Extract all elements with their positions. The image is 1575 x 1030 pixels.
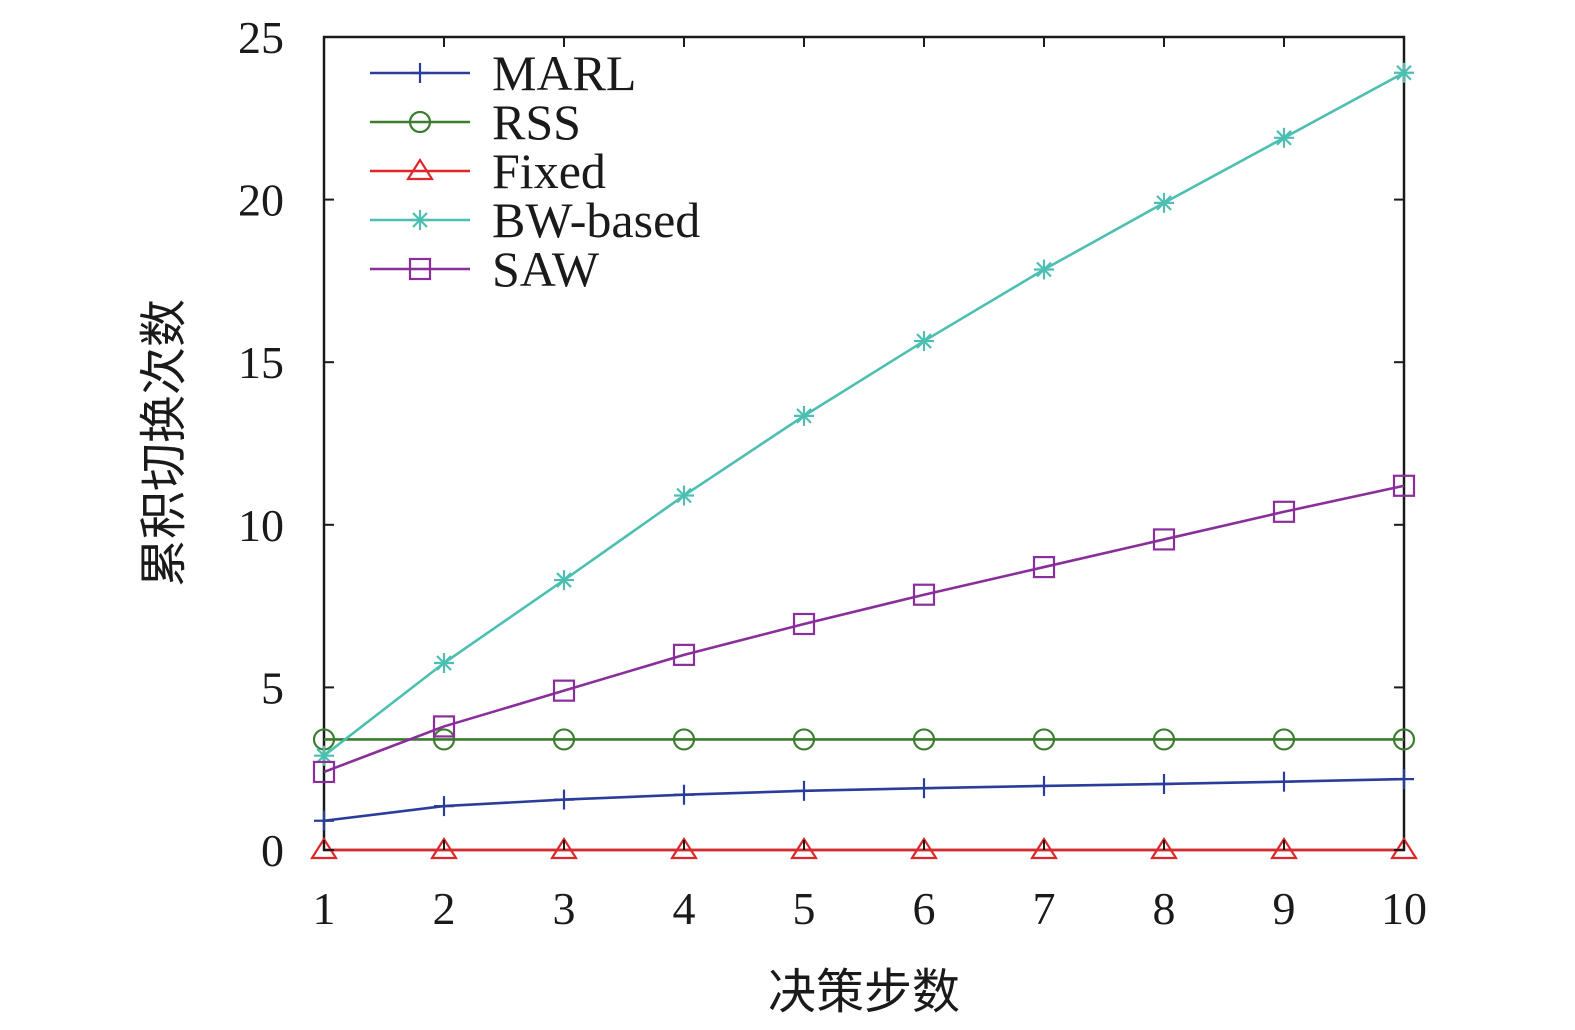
data-point-fixed (790, 836, 818, 860)
data-point-marl (1274, 771, 1294, 792)
legend-item-fixed: Fixed (370, 143, 606, 199)
data-point-marl (674, 784, 694, 805)
data-point-rss (912, 728, 936, 751)
data-point-rss (1272, 728, 1296, 751)
data-point-saw (672, 643, 696, 666)
data-point-rss (552, 728, 576, 751)
data-point-marl (794, 780, 814, 801)
data-point-saw (552, 679, 576, 702)
ticks-layer: 1 2 3 4 5 6 7 8 9 10 0 5 10 15 20 25 (238, 12, 1427, 934)
x-tick-label: 1 (313, 883, 336, 934)
data-point-bw-based (1274, 127, 1294, 148)
x-tick-label: 8 (1153, 883, 1176, 934)
x-tick-label: 2 (433, 883, 456, 934)
data-point-saw (1392, 474, 1416, 497)
legend-label: Fixed (492, 143, 606, 199)
data-point-saw (1272, 500, 1296, 523)
data-point-fixed (1390, 836, 1418, 860)
y-tick-label: 10 (238, 500, 284, 551)
data-point-rss (672, 728, 696, 751)
data-point-saw (792, 612, 816, 636)
legend-label: BW-based (492, 192, 700, 248)
x-tick-label: 3 (553, 883, 576, 934)
data-point-fixed (1150, 836, 1178, 860)
y-tick-label: 0 (261, 825, 284, 876)
data-point-marl (314, 810, 334, 831)
data-point-fixed (1270, 836, 1298, 860)
data-point-bw-based (1034, 259, 1054, 280)
legend-label: RSS (492, 94, 581, 150)
data-point-marl (1394, 769, 1414, 790)
y-axis-label: 累积切换次数 (136, 299, 192, 587)
legend-marker (408, 257, 432, 281)
y-tick-label: 20 (238, 175, 284, 226)
x-axis-label: 决策步数 (768, 964, 960, 1020)
data-point-rss (792, 728, 816, 751)
y-tick-label: 15 (238, 337, 284, 388)
data-point-saw (912, 583, 936, 606)
series-layer (310, 62, 1418, 860)
data-point-marl (1154, 773, 1174, 794)
data-point-fixed (1030, 836, 1058, 860)
x-tick-label: 6 (913, 883, 936, 934)
data-point-rss (1032, 728, 1056, 751)
legend-marker (410, 63, 430, 83)
data-point-bw-based (1394, 62, 1414, 83)
data-point-marl (914, 778, 934, 799)
series-line-saw (323, 484, 1405, 774)
data-point-bw-based (434, 653, 454, 674)
data-point-fixed (430, 836, 458, 860)
data-point-bw-based (674, 485, 694, 506)
data-point-marl (434, 796, 454, 817)
data-point-saw (432, 715, 456, 738)
data-point-saw (1152, 528, 1176, 551)
legend-item-saw: SAW (370, 241, 600, 297)
series-line-bw-based (323, 71, 1405, 757)
data-point-bw-based (914, 331, 934, 352)
legend-marker (410, 210, 430, 230)
data-point-marl (1034, 775, 1054, 796)
x-tick-label: 5 (793, 883, 816, 934)
data-point-fixed (310, 836, 338, 860)
x-tick-label: 9 (1273, 883, 1296, 934)
x-tick-label: 10 (1381, 883, 1427, 934)
series-rss (312, 728, 1416, 751)
legend-item-rss: RSS (370, 94, 581, 150)
data-point-fixed (550, 836, 578, 860)
data-point-bw-based (794, 405, 814, 426)
series-bw-based (314, 62, 1414, 766)
legend-label: MARL (492, 45, 636, 101)
x-tick-label: 7 (1033, 883, 1056, 934)
data-point-rss (1152, 728, 1176, 751)
data-point-saw (312, 760, 336, 784)
legend-marker (408, 110, 432, 134)
data-point-fixed (670, 836, 698, 860)
y-tick-label: 5 (261, 662, 284, 713)
series-line-marl (323, 777, 1405, 823)
series-saw (312, 474, 1416, 784)
x-tick-label: 4 (673, 883, 696, 934)
data-point-rss (432, 728, 456, 751)
legend-item-bw-based: BW-based (370, 192, 700, 248)
plot-frame (322, 35, 1406, 852)
legend-item-marl: MARL (370, 45, 636, 101)
data-point-rss (1392, 728, 1416, 751)
series-fixed (310, 836, 1418, 860)
data-point-saw (1032, 555, 1056, 579)
data-point-bw-based (314, 745, 334, 766)
legend-label: SAW (492, 241, 600, 297)
data-point-marl (554, 789, 574, 810)
data-point-bw-based (554, 570, 574, 591)
data-point-bw-based (1154, 192, 1174, 213)
legend-marker (406, 157, 434, 181)
y-tick-label: 25 (238, 12, 284, 63)
data-point-fixed (910, 836, 938, 860)
series-marl (314, 769, 1414, 831)
